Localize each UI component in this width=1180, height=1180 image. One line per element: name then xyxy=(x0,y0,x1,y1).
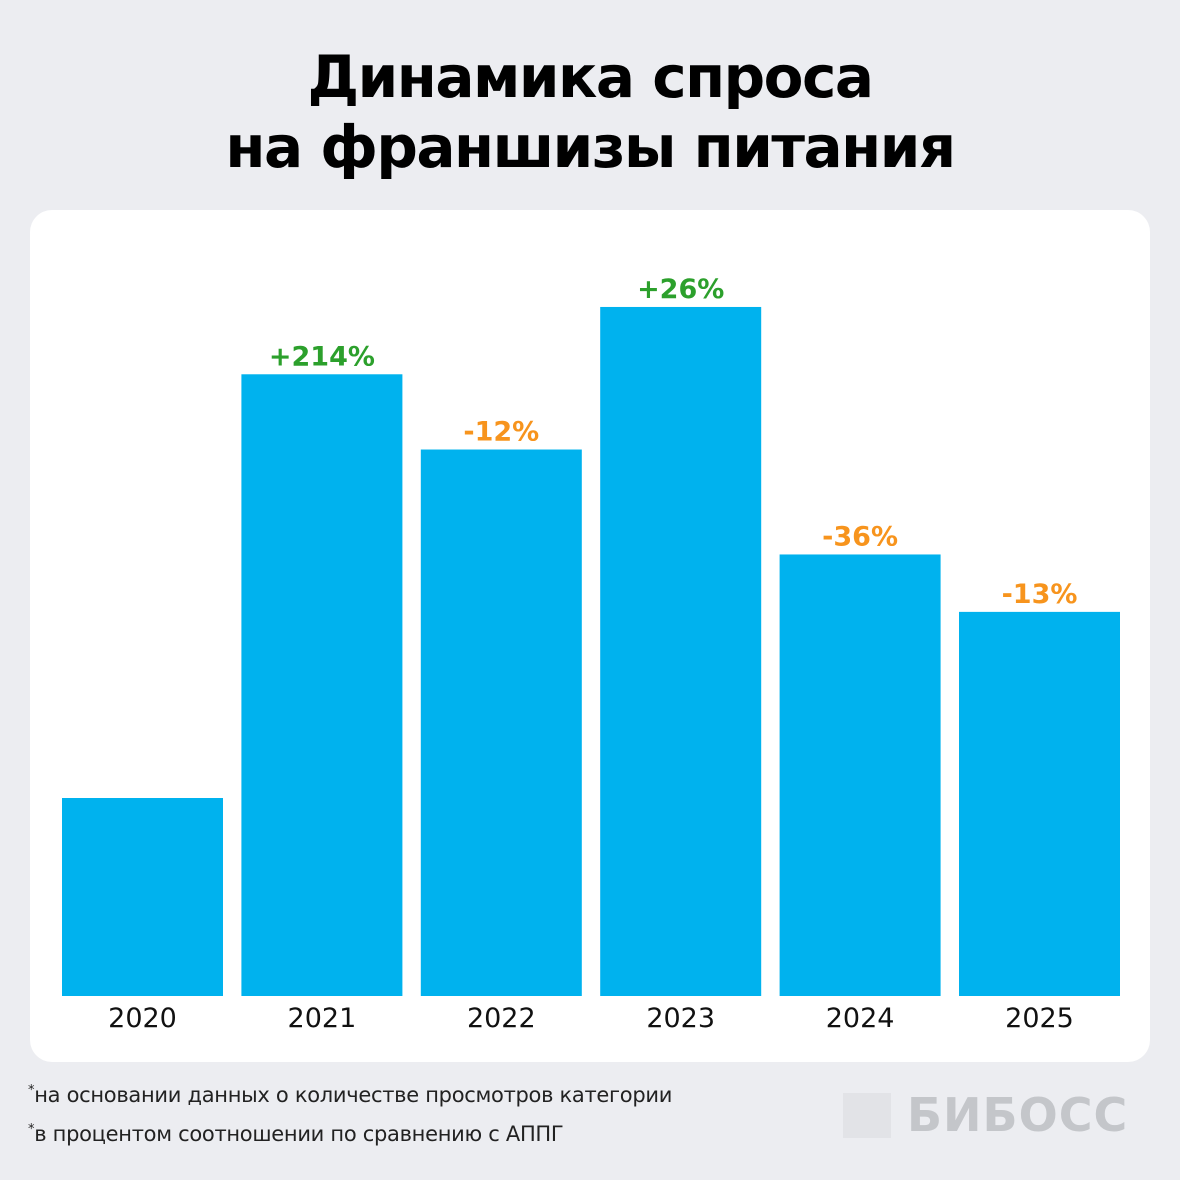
data-label: +26% xyxy=(637,274,724,305)
x-tick-label: 2020 xyxy=(108,1003,177,1034)
logo: БИБОСС xyxy=(843,1088,1128,1142)
x-tick-label: 2025 xyxy=(1005,1003,1074,1034)
logo-mark-icon xyxy=(843,1092,891,1138)
footnote-1: *на основании данных о количестве просмо… xyxy=(28,1083,672,1107)
bar-2020 xyxy=(62,798,223,996)
footnote-text: на основании данных о количестве просмот… xyxy=(34,1083,673,1107)
footnote-text: в процентом соотношении по сравнению с А… xyxy=(34,1122,564,1146)
logo-text: БИБОСС xyxy=(907,1088,1129,1142)
data-label: -12% xyxy=(463,417,539,448)
footnote-marker: * xyxy=(28,1083,35,1098)
x-tick-label: 2023 xyxy=(646,1003,715,1034)
x-tick-label: 2021 xyxy=(288,1003,357,1034)
title-line-1: Динамика спроса xyxy=(307,43,874,111)
x-tick-label: 2024 xyxy=(826,1003,895,1034)
bar-2023 xyxy=(600,306,762,997)
data-label: -36% xyxy=(822,521,898,552)
data-label: -13% xyxy=(1002,579,1078,610)
bar-2025 xyxy=(959,611,1120,996)
title-line-2: на франшизы питания xyxy=(225,113,956,181)
bar-2022 xyxy=(420,449,582,996)
footnote-2: *в процентом соотношении по сравнению с … xyxy=(28,1122,564,1146)
bar-2024 xyxy=(779,554,941,996)
footnote-marker: * xyxy=(28,1122,35,1137)
bar-2021 xyxy=(241,374,403,996)
data-label: +214% xyxy=(269,341,375,372)
chart-title: Динамика спроса на франшизы питания xyxy=(0,42,1180,182)
x-tick-label: 2022 xyxy=(467,1003,536,1034)
